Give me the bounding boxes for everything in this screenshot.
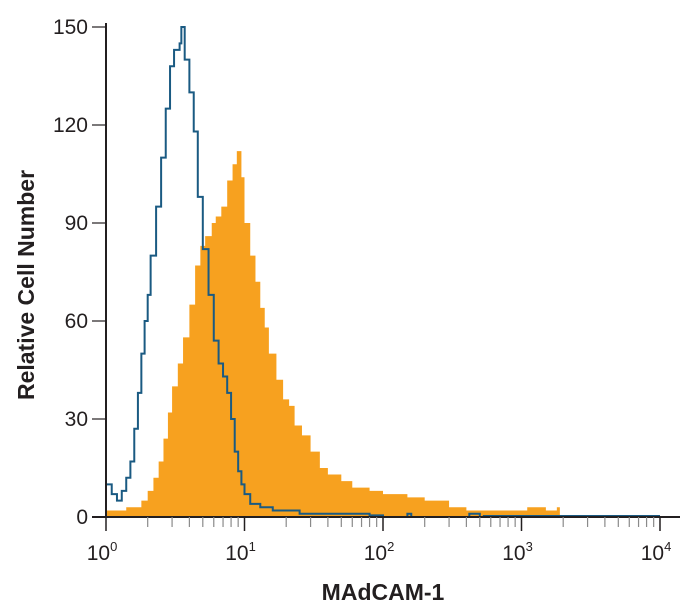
series-filled-histogram [106, 151, 560, 517]
y-tick-label: 120 [53, 114, 88, 137]
x-tick-exponent: 2 [387, 539, 394, 554]
y-tick-label: 150 [53, 16, 88, 39]
x-tick-base: 10 [502, 542, 525, 565]
x-tick-label: 103 [502, 539, 533, 565]
x-tick-label: 101 [225, 539, 256, 565]
x-tick-base: 10 [225, 542, 248, 565]
x-tick-base: 10 [641, 542, 664, 565]
y-tick-label: 30 [65, 408, 88, 431]
x-tick-exponent: 1 [249, 539, 256, 554]
series-layer [105, 26, 660, 518]
x-tick-label: 104 [641, 539, 672, 565]
x-tick-base: 10 [364, 542, 387, 565]
y-tick-label: 60 [65, 310, 88, 333]
y-axis-title: Relative Cell Number [13, 170, 39, 400]
x-tick-exponent: 3 [526, 539, 533, 554]
series-outline-histogram [105, 26, 483, 518]
y-tick-label: 0 [76, 506, 88, 529]
x-tick-base: 10 [87, 542, 110, 565]
x-tick-label: 102 [364, 539, 395, 565]
x-axis-title: MAdCAM-1 [322, 579, 445, 605]
x-tick-exponent: 0 [110, 539, 117, 554]
x-tick-exponent: 4 [664, 539, 671, 554]
x-tick-label: 100 [87, 539, 118, 565]
y-tick-label: 90 [65, 212, 88, 235]
